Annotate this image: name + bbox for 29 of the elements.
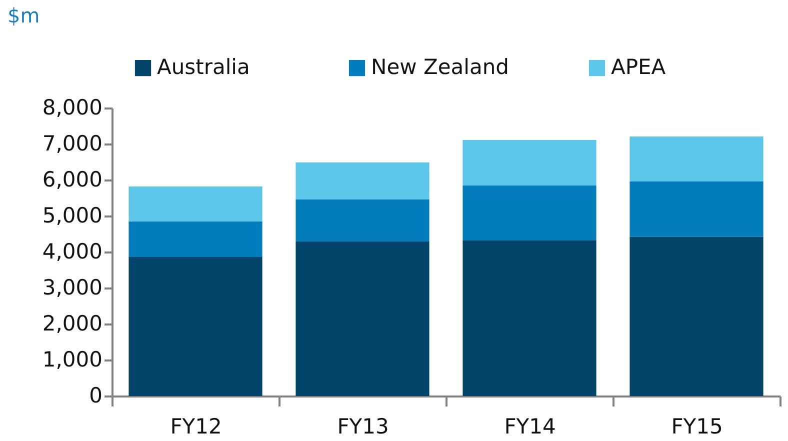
bar <box>128 221 262 258</box>
y-tick-label: 3,000 <box>42 276 102 300</box>
bar <box>630 181 764 237</box>
y-tick-label: 1,000 <box>42 348 102 372</box>
bar <box>462 140 596 186</box>
bar <box>296 242 430 396</box>
y-tick-label: 2,000 <box>42 312 102 336</box>
bar <box>296 162 430 200</box>
x-tick-label: FY15 <box>671 414 723 438</box>
bar <box>462 240 596 396</box>
x-tick-label: FY12 <box>170 414 222 438</box>
legend-label: Australia <box>157 55 250 79</box>
y-tick-label: 6,000 <box>42 168 102 192</box>
bar <box>462 185 596 240</box>
y-axis-title: $m <box>8 4 40 28</box>
bar <box>128 186 262 222</box>
y-tick-label: 5,000 <box>42 204 102 228</box>
legend-label: New Zealand <box>371 55 509 79</box>
y-tick-label: 4,000 <box>42 240 102 264</box>
x-tick-label: FY13 <box>337 414 389 438</box>
y-tick-label: 0 <box>89 384 102 408</box>
bar <box>128 257 262 396</box>
legend-label: APEA <box>611 55 666 79</box>
y-tick-label: 7,000 <box>42 132 102 156</box>
x-tick-label: FY14 <box>504 414 556 438</box>
bar <box>630 236 764 396</box>
y-tick-label: 8,000 <box>42 96 102 120</box>
bar <box>296 199 430 242</box>
bar <box>630 136 764 182</box>
